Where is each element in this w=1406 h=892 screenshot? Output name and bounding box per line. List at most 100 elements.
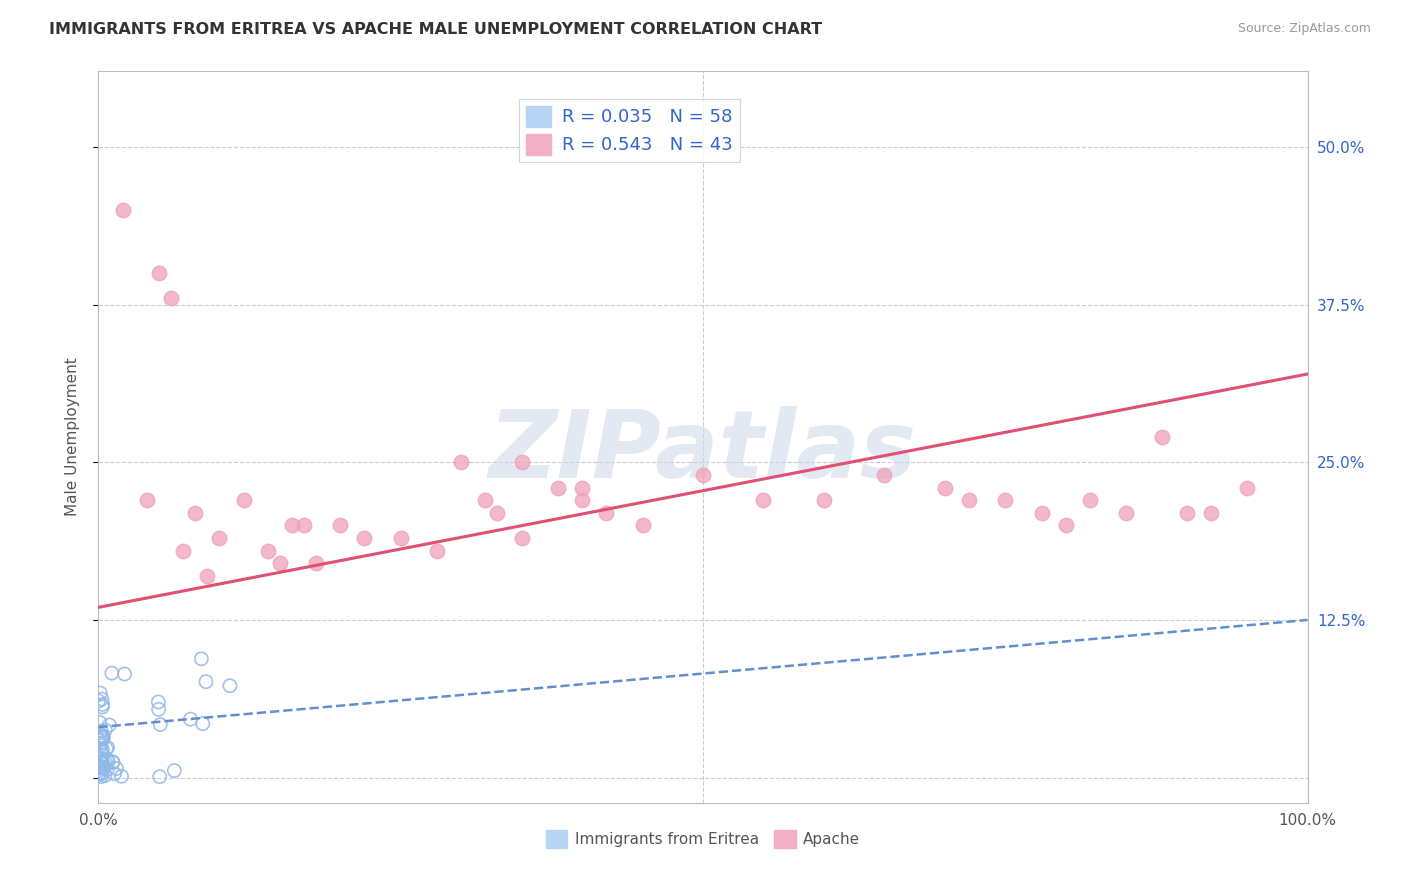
Point [269, 556, 291, 570]
Point [101, 666, 124, 681]
Point [91, 728, 114, 742]
Point [110, 769, 132, 783]
Point [87, 760, 110, 774]
Point [163, 764, 186, 778]
Point [90, 743, 112, 757]
Point [111, 203, 134, 218]
Point [148, 695, 170, 709]
Point [148, 266, 170, 280]
Point [426, 543, 449, 558]
Point [89, 761, 111, 775]
Point [90, 724, 112, 739]
Point [1054, 518, 1077, 533]
Point [329, 518, 352, 533]
Point [172, 543, 194, 558]
Point [98, 718, 121, 732]
Point [752, 493, 775, 508]
Point [486, 506, 509, 520]
Text: IMMIGRANTS FROM ERITREA VS APACHE MALE UNEMPLOYMENT CORRELATION CHART: IMMIGRANTS FROM ERITREA VS APACHE MALE U… [49, 22, 823, 37]
Point [595, 506, 617, 520]
Point [547, 481, 569, 495]
Point [89, 739, 111, 753]
Point [91, 731, 114, 745]
Point [91, 754, 114, 768]
Point [94, 755, 117, 769]
Point [149, 717, 172, 731]
Point [93, 761, 115, 775]
Point [571, 481, 593, 495]
Point [94, 723, 117, 737]
Point [96, 741, 118, 756]
Point [510, 531, 533, 545]
Point [97, 740, 120, 755]
Point [1078, 493, 1101, 508]
Point [190, 652, 212, 666]
Point [89, 686, 111, 700]
Point [87, 694, 110, 708]
Point [571, 493, 593, 508]
Point [149, 770, 172, 784]
Point [195, 569, 218, 583]
Point [1199, 506, 1222, 520]
Point [873, 467, 896, 482]
Point [148, 702, 170, 716]
Point [89, 766, 111, 780]
Point [90, 730, 112, 744]
Point [91, 700, 114, 714]
Point [91, 761, 114, 775]
Point [256, 543, 278, 558]
Point [1115, 506, 1137, 520]
Point [91, 742, 114, 756]
Point [292, 518, 315, 533]
Point [89, 736, 111, 750]
Point [91, 766, 114, 780]
Point [813, 493, 835, 508]
Point [96, 763, 118, 777]
Point [194, 674, 217, 689]
Point [160, 291, 183, 305]
Text: ZIPatlas: ZIPatlas [489, 406, 917, 498]
Point [91, 747, 114, 762]
Point [281, 518, 304, 533]
Point [1236, 481, 1258, 495]
Point [101, 755, 124, 769]
Point [87, 767, 110, 781]
Point [219, 679, 242, 693]
Point [93, 731, 115, 745]
Point [1175, 506, 1198, 520]
Point [510, 455, 533, 469]
Point [90, 754, 112, 768]
Point [90, 692, 112, 706]
Point [94, 769, 117, 783]
Point [353, 531, 375, 545]
Point [105, 762, 128, 776]
Point [90, 759, 112, 773]
Point [389, 531, 412, 545]
Point [91, 732, 114, 747]
Text: Source: ZipAtlas.com: Source: ZipAtlas.com [1237, 22, 1371, 36]
Point [135, 493, 157, 508]
Point [692, 467, 714, 482]
Point [101, 756, 124, 770]
Point [87, 752, 110, 766]
Point [232, 493, 254, 508]
Point [104, 767, 127, 781]
Point [87, 764, 110, 778]
Point [191, 716, 214, 731]
Point [89, 733, 111, 747]
Point [90, 770, 112, 784]
Point [994, 493, 1017, 508]
Point [97, 755, 120, 769]
Point [89, 715, 111, 730]
Legend: Immigrants from Eritrea, Apache: Immigrants from Eritrea, Apache [540, 824, 866, 854]
Point [114, 667, 136, 681]
Point [96, 752, 118, 766]
Point [184, 506, 207, 520]
Y-axis label: Male Unemployment: Male Unemployment [65, 358, 80, 516]
Point [631, 518, 654, 533]
Point [305, 556, 328, 570]
Point [957, 493, 980, 508]
Point [179, 712, 201, 726]
Point [208, 531, 231, 545]
Point [934, 481, 956, 495]
